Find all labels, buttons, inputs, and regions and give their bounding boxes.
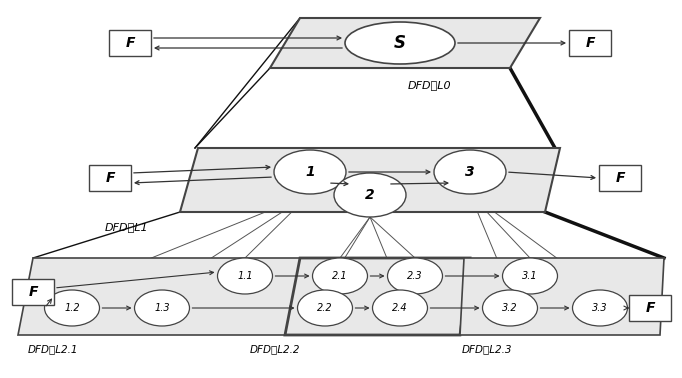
- Bar: [109, 30, 151, 56]
- Text: 2.4: 2.4: [392, 303, 408, 313]
- Polygon shape: [270, 18, 540, 68]
- Ellipse shape: [44, 290, 100, 326]
- Ellipse shape: [572, 290, 627, 326]
- Text: 2: 2: [365, 188, 375, 202]
- Text: 3.3: 3.3: [592, 303, 608, 313]
- Text: 3.2: 3.2: [502, 303, 518, 313]
- Text: F: F: [615, 171, 625, 185]
- Ellipse shape: [503, 258, 557, 294]
- Bar: [12, 279, 54, 305]
- Text: 2.3: 2.3: [407, 271, 423, 281]
- Text: 3: 3: [465, 165, 475, 179]
- Text: 2.2: 2.2: [317, 303, 333, 313]
- Text: DFD／L2.1: DFD／L2.1: [28, 344, 78, 354]
- Text: F: F: [585, 36, 595, 50]
- Ellipse shape: [434, 150, 506, 194]
- Text: F: F: [645, 301, 655, 315]
- Ellipse shape: [334, 173, 406, 217]
- Text: 2.1: 2.1: [332, 271, 348, 281]
- Ellipse shape: [312, 258, 368, 294]
- Ellipse shape: [297, 290, 353, 326]
- Text: F: F: [105, 171, 115, 185]
- Text: DFD／L0: DFD／L0: [409, 80, 451, 90]
- Text: 1.2: 1.2: [64, 303, 80, 313]
- Text: F: F: [28, 285, 38, 299]
- Text: F: F: [125, 36, 135, 50]
- Ellipse shape: [482, 290, 537, 326]
- Ellipse shape: [134, 290, 190, 326]
- Text: 1.3: 1.3: [154, 303, 170, 313]
- Ellipse shape: [345, 22, 455, 64]
- Ellipse shape: [387, 258, 443, 294]
- Text: 1: 1: [305, 165, 315, 179]
- Ellipse shape: [372, 290, 428, 326]
- Polygon shape: [18, 258, 305, 335]
- Text: 1.1: 1.1: [237, 271, 253, 281]
- Bar: [569, 30, 611, 56]
- Text: 3.1: 3.1: [522, 271, 538, 281]
- Text: DFD／L1: DFD／L1: [105, 222, 149, 232]
- Polygon shape: [180, 148, 560, 212]
- Text: DFD／L2.3: DFD／L2.3: [462, 344, 512, 354]
- Ellipse shape: [218, 258, 273, 294]
- Bar: [89, 165, 131, 191]
- Text: S: S: [394, 34, 406, 52]
- Ellipse shape: [274, 150, 346, 194]
- Polygon shape: [285, 258, 470, 335]
- Bar: [629, 295, 671, 321]
- Text: DFD／L2.2: DFD／L2.2: [250, 344, 301, 354]
- Polygon shape: [460, 258, 664, 335]
- Bar: [599, 165, 641, 191]
